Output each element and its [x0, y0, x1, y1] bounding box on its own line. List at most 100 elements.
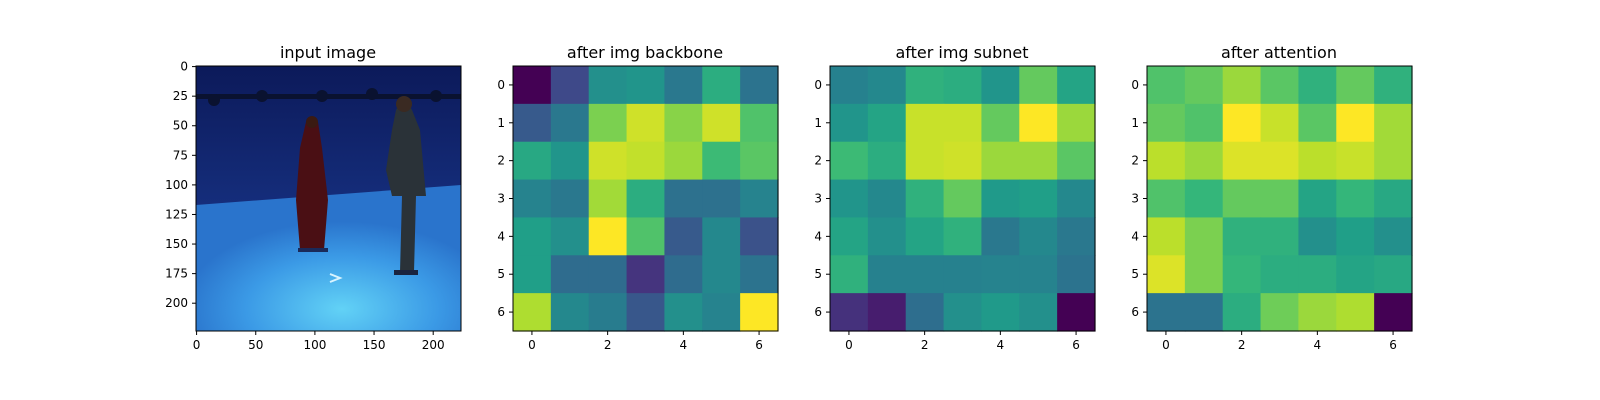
panel-title: after img subnet: [895, 43, 1028, 62]
heatmap-cell: [702, 141, 741, 181]
heatmap-cell: [1057, 179, 1096, 219]
heatmap-cell: [1374, 293, 1413, 332]
heatmap-cell: [513, 179, 552, 219]
y-ticks: 0 25 50 75 100 125 150 175 200: [165, 60, 196, 310]
heatmap-cell: [1336, 103, 1375, 143]
heatmap-cells: [1147, 66, 1413, 332]
photo-camera: [366, 88, 378, 100]
heatmap-cell: [1222, 293, 1262, 332]
heatmap-cell: [513, 255, 552, 294]
heatmap-cell: [702, 103, 741, 143]
x-tick-label: 4: [997, 338, 1005, 352]
y-tick-label: 150: [165, 237, 188, 251]
heatmap-cell: [981, 255, 1020, 294]
heatmap-cell: [905, 66, 945, 105]
heatmap-cell: [702, 293, 741, 332]
y-ticks: 0 1 2 3 4 5 6: [814, 78, 830, 319]
heatmap-cell: [905, 103, 945, 143]
heatmap-cell: [1019, 103, 1058, 143]
axes-frame: [195, 65, 462, 332]
heatmap-cell: [1222, 103, 1262, 143]
x-tick-label: 2: [1238, 338, 1246, 352]
heatmap-cell: [1336, 179, 1375, 219]
heatmap-cell: [1222, 66, 1262, 105]
heatmap-cell: [1147, 66, 1186, 105]
heatmap-cell: [626, 293, 666, 332]
y-tick-label: 4: [814, 229, 822, 243]
heatmap-cell: [981, 103, 1020, 143]
y-tick-label: 2: [814, 154, 822, 168]
y-tick-label: 0: [1131, 78, 1139, 92]
photo-camera: [256, 90, 268, 102]
heatmap-cell: [513, 217, 552, 256]
heatmap-cell: [943, 66, 983, 105]
heatmap-cell: [550, 293, 590, 332]
photo-camera: [430, 90, 442, 102]
heatmap-cell: [1057, 103, 1096, 143]
panel-after-img-backbone: after img backbone 0 2 4 6 0 1 2 3 4 5 6: [497, 43, 779, 352]
y-tick-label: 1: [1131, 116, 1139, 130]
heatmap-cell: [513, 66, 552, 105]
heatmap-cell: [513, 293, 552, 332]
x-tick-label: 0: [1162, 338, 1170, 352]
heatmap-cell: [702, 179, 741, 219]
y-tick-label: 5: [814, 267, 822, 281]
y-tick-label: 175: [165, 267, 188, 281]
heatmap-cell: [867, 66, 907, 105]
x-tick-label: 0: [845, 338, 853, 352]
heatmap-cell: [588, 103, 628, 143]
x-tick-label: 50: [248, 338, 263, 352]
heatmap-cell: [1298, 293, 1337, 332]
heatmap-cell: [1147, 293, 1186, 332]
heatmap-cell: [1057, 255, 1096, 294]
x-tick-label: 4: [1314, 338, 1322, 352]
y-ticks: 0 1 2 3 4 5 6: [1131, 78, 1147, 319]
heatmap-cell: [1019, 141, 1058, 181]
heatmap-cell: [1374, 66, 1413, 105]
y-tick-label: 0: [497, 78, 505, 92]
x-tick-label: 6: [1389, 338, 1397, 352]
heatmap-cell: [943, 179, 983, 219]
photo-rig-bar: [196, 94, 461, 99]
y-tick-label: 6: [814, 305, 822, 319]
heatmap-cell: [702, 255, 741, 294]
heatmap-cell: [740, 217, 779, 256]
y-tick-label: 6: [1131, 305, 1139, 319]
x-tick-label: 6: [755, 338, 763, 352]
y-tick-label: 5: [1131, 267, 1139, 281]
heatmap-cell: [981, 141, 1020, 181]
heatmap-cell: [1260, 179, 1300, 219]
heatmap-cell: [626, 141, 666, 181]
heatmap-cell: [943, 141, 983, 181]
photo-head-right: [396, 96, 412, 112]
heatmap-cell: [664, 217, 703, 256]
heatmap-cell: [1336, 66, 1375, 105]
heatmap-cell: [1057, 293, 1096, 332]
heatmap-cell: [1147, 217, 1186, 256]
heatmap-cell: [1184, 179, 1224, 219]
heatmap-cell: [588, 293, 628, 332]
x-tick-label: 200: [422, 338, 445, 352]
heatmap-cell: [981, 217, 1020, 256]
heatmap-cell: [830, 141, 869, 181]
panel-after-img-subnet: after img subnet 0 2 4 6 0 1 2 3 4 5 6: [814, 43, 1096, 352]
photo-shadow-right: [394, 270, 418, 275]
x-tick-label: 4: [680, 338, 688, 352]
heatmap-cell: [1260, 255, 1300, 294]
heatmap-cell: [626, 255, 666, 294]
heatmap-cell: [905, 255, 945, 294]
heatmap-cell: [1336, 255, 1375, 294]
heatmap-cell: [664, 255, 703, 294]
y-tick-label: 200: [165, 296, 188, 310]
heatmap-cell: [1260, 141, 1300, 181]
heatmap-cell: [943, 255, 983, 294]
heatmap-cell: [943, 217, 983, 256]
y-tick-label: 3: [814, 192, 822, 206]
heatmap-cell: [1260, 103, 1300, 143]
heatmap-cell: [513, 103, 552, 143]
heatmap-cell: [1184, 66, 1224, 105]
heatmap-cell: [588, 217, 628, 256]
heatmap-cell: [1184, 141, 1224, 181]
heatmap-cell: [867, 179, 907, 219]
